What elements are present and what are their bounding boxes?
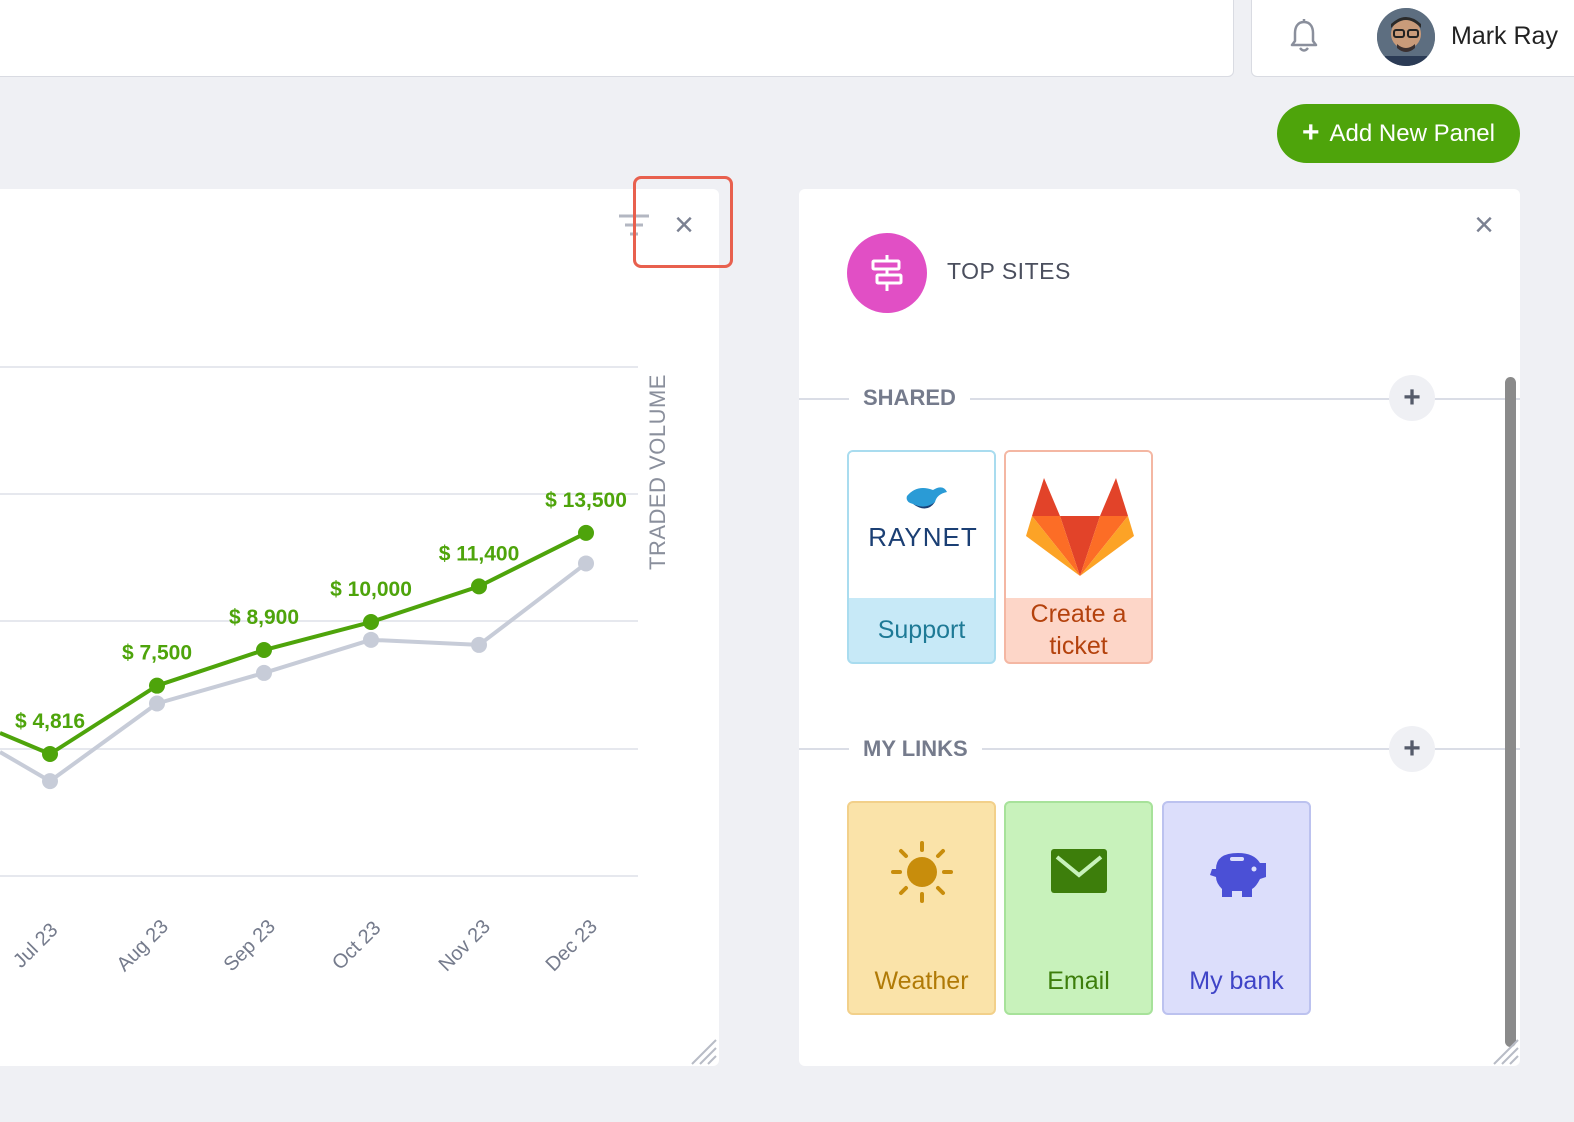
data-label: $ 10,000	[330, 578, 412, 601]
x-tick-label: Aug 23	[113, 916, 173, 976]
data-point	[363, 631, 379, 648]
tile-label-line-2: ticket	[1049, 632, 1108, 660]
data-label: $ 11,400	[439, 542, 520, 565]
highlight-annotation	[633, 176, 733, 268]
x-tick-label: Oct 23	[328, 917, 385, 974]
tile-create-ticket[interactable]: Create a ticket	[1004, 450, 1153, 664]
traded-volume-chart: $ 4,816 $ 7,500 $ 8,900 $ 10,000 $ 11,400 $ 1…	[0, 366, 670, 976]
resize-grip-icon[interactable]	[1490, 1036, 1520, 1066]
tile-my-bank[interactable]: My bank	[1162, 801, 1311, 1015]
data-label: $ 4,816	[15, 710, 85, 733]
data-point	[256, 664, 272, 681]
scrollbar[interactable]	[1505, 377, 1516, 1047]
add-shared-link-button[interactable]: +	[1389, 375, 1435, 421]
tile-label: Weather	[874, 967, 969, 995]
series-line	[48, 561, 588, 783]
raynet-logo-text: RAYNET	[868, 522, 978, 552]
x-tick-label: Nov 23	[435, 916, 495, 976]
data-point	[149, 695, 165, 712]
tile-label: Email	[1047, 967, 1110, 995]
x-tick-label: Sep 23	[220, 916, 280, 976]
data-point	[471, 578, 487, 595]
section-label-my-links: MY LINKS	[849, 736, 982, 762]
section-divider	[799, 398, 1520, 400]
avatar[interactable]	[1377, 8, 1435, 66]
signpost-icon	[847, 233, 927, 313]
data-label: $ 8,900	[229, 606, 299, 629]
data-point	[256, 642, 272, 659]
resize-grip-icon[interactable]	[688, 1036, 718, 1066]
tile-label-line-1: Create a	[1030, 600, 1127, 628]
close-top-sites-button[interactable]: ×	[1474, 206, 1494, 244]
add-my-link-button[interactable]: +	[1389, 726, 1435, 772]
tile-label: Support	[877, 616, 966, 644]
search-bar-area[interactable]	[0, 0, 1234, 77]
x-tick-label: Jul 23	[9, 919, 62, 972]
chart-panel	[0, 189, 719, 1066]
sun-icon	[891, 841, 953, 903]
tile-label: My bank	[1189, 967, 1284, 995]
plus-icon: +	[1302, 115, 1320, 149]
series-line-segment	[0, 731, 51, 756]
gitlab-logo-icon	[1026, 478, 1134, 576]
series-line	[48, 531, 587, 756]
data-point	[578, 555, 594, 572]
data-point	[42, 773, 58, 790]
data-label: $ 7,500	[122, 642, 192, 665]
piggy-bank-icon	[1210, 853, 1266, 897]
series-line-segment	[0, 750, 52, 783]
data-point	[363, 614, 379, 631]
section-label-shared: SHARED	[849, 385, 970, 411]
panel-title: TOP SITES	[947, 258, 1071, 284]
envelope-icon	[1051, 849, 1107, 893]
data-point	[471, 636, 487, 653]
data-point	[42, 746, 58, 762]
close-chart-panel-button[interactable]: ×	[674, 206, 694, 244]
data-label: $ 13,500	[545, 489, 627, 512]
x-tick-label: Dec 23	[542, 916, 602, 976]
data-point	[149, 677, 165, 694]
section-divider	[799, 748, 1520, 750]
user-name[interactable]: Mark Ray	[1451, 22, 1558, 50]
data-point	[578, 524, 594, 541]
tile-email[interactable]: Email	[1004, 801, 1153, 1015]
tile-support[interactable]: RAYNET Support	[847, 450, 996, 664]
add-new-panel-label: Add New Panel	[1329, 119, 1495, 147]
tile-weather[interactable]: Weather	[847, 801, 996, 1015]
bell-icon[interactable]	[1288, 18, 1320, 54]
raynet-logo-icon: RAYNET	[868, 487, 978, 552]
y-axis-label: TRADED VOLUME	[645, 374, 670, 570]
tile-label: Create a ticket	[1006, 598, 1151, 662]
add-new-panel-button[interactable]: + Add New Panel	[1277, 104, 1520, 163]
